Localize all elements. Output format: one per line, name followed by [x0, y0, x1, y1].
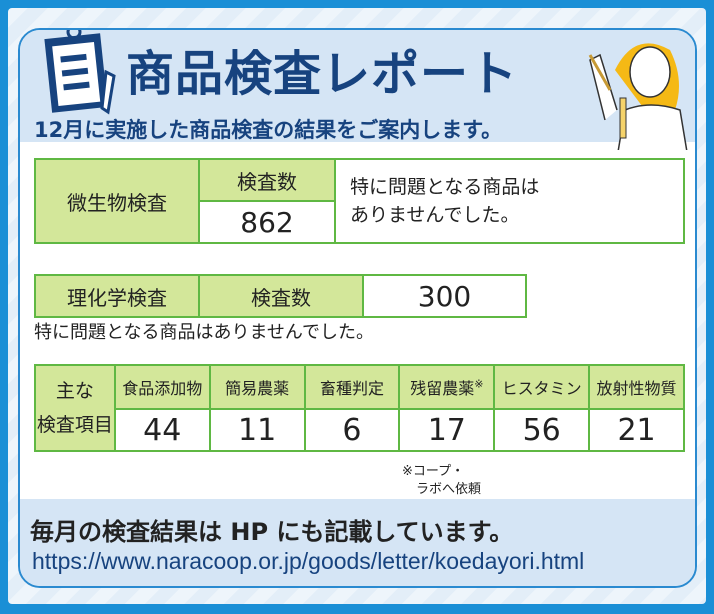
item-value: 21 [588, 408, 685, 452]
report-card: 商品検査レポート 12月に実施した商品検査の結果をご案内します。 毎月の検査結果… [18, 28, 697, 588]
footnote-line: ※コープ・ [402, 464, 465, 479]
micro-comment: 特に問題となる商品は ありませんでした。 [334, 158, 685, 244]
micro-label: 微生物検査 [34, 158, 200, 244]
micro-table: 微生物検査 検査数 特に問題となる商品は ありませんでした。 862 [34, 158, 685, 244]
clipboard-icon [44, 30, 116, 115]
item-header: 畜種判定 [303, 364, 401, 410]
website-link[interactable]: https://www.naracoop.or.jp/goods/letter/… [32, 548, 585, 574]
items-table: 主な検査項目 食品添加物 簡易農薬 畜種判定 残留農薬※ ヒスタミン 放射性物質… [34, 364, 685, 452]
items-label: 主な 検査項目 [34, 364, 116, 452]
chem-label: 理化学検査 [34, 274, 200, 318]
chem-count-label: 検査数 [198, 274, 364, 318]
header-panel: 商品検査レポート 12月に実施した商品検査の結果をご案内します。 [20, 30, 695, 150]
label-line: 検査項目 [36, 414, 113, 436]
item-header: ヒスタミン [493, 364, 591, 410]
micro-count-label: 検査数 [198, 158, 336, 202]
item-value: 56 [493, 408, 591, 452]
micro-count: 862 [198, 200, 336, 244]
item-value: 17 [398, 408, 496, 452]
page-title: 商品検査レポート [126, 46, 519, 102]
item-value: 6 [303, 408, 401, 452]
footnote-mark: ※ [474, 377, 484, 391]
comment-line: ありませんでした。 [350, 204, 520, 226]
footnote-line: ラボへ依頼 [416, 482, 482, 497]
item-header: 放射性物質 [588, 364, 685, 410]
item-header: 残留農薬※ [398, 364, 496, 410]
subtitle: 12月に実施した商品検査の結果をご案内します。 [34, 118, 503, 142]
chem-count: 300 [362, 274, 527, 318]
footer-panel [20, 499, 695, 586]
item-name: 残留農薬 [410, 379, 475, 398]
comment-line: 特に問題となる商品は [350, 176, 540, 198]
item-value: 11 [208, 408, 306, 452]
chem-comment: 特に問題となる商品はありませんでした。 [34, 322, 375, 343]
label-line: 主な [55, 380, 94, 402]
item-header: 食品添加物 [113, 364, 211, 410]
footer-text: 毎月の検査結果は HP にも記載しています。 [30, 518, 514, 546]
scientist-illustration [588, 43, 688, 150]
chem-table: 理化学検査 検査数 300 [34, 274, 527, 318]
item-header: 簡易農薬 [208, 364, 306, 410]
item-value: 44 [113, 408, 211, 452]
